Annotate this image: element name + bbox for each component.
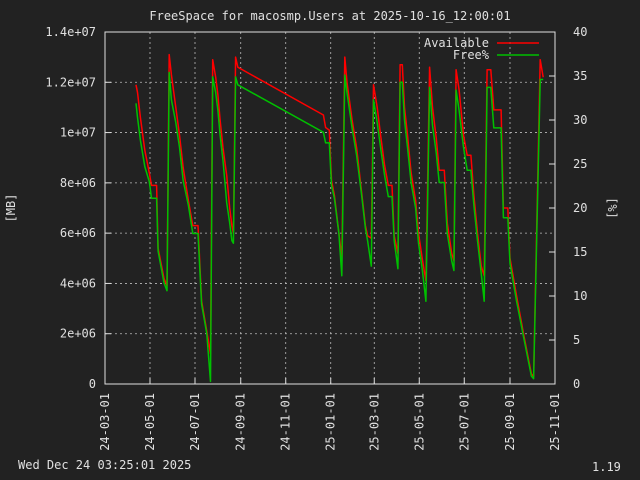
y-tick-label: 1e+07 bbox=[60, 126, 96, 140]
x-tick-label: 24-09-01 bbox=[234, 393, 248, 451]
y-tick-label: 1.2e+07 bbox=[45, 75, 96, 89]
y2-axis-label: [%] bbox=[605, 197, 619, 219]
x-tick-label: 24-03-01 bbox=[98, 393, 112, 451]
y2-tick-label: 35 bbox=[573, 69, 587, 83]
x-tick-label: 25-01-01 bbox=[324, 393, 338, 451]
y-tick-label: 6e+06 bbox=[60, 226, 96, 240]
y2-tick-label: 10 bbox=[573, 289, 587, 303]
footer-timestamp: Wed Dec 24 03:25:01 2025 bbox=[18, 458, 192, 472]
legend-label: Free% bbox=[453, 48, 490, 62]
y-tick-label: 8e+06 bbox=[60, 176, 96, 190]
y2-tick-label: 40 bbox=[573, 25, 587, 39]
y-axis-label: [MB] bbox=[4, 194, 18, 223]
x-tick-label: 24-11-01 bbox=[279, 393, 293, 451]
y-axis-left: 0 2e+06 4e+06 6e+06 8e+06 1e+07 1.2e+07 1.4e+07 bbox=[45, 25, 111, 391]
x-tick-label: 24-05-01 bbox=[143, 393, 157, 451]
x-tick-label: 25-03-01 bbox=[367, 393, 381, 451]
series-line-free bbox=[135, 71, 544, 383]
x-axis: 24-03-01 24-05-01 24-07-01 24-09-01 24-11-01… bbox=[98, 378, 562, 451]
y2-tick-label: 30 bbox=[573, 113, 587, 127]
legend-label: Available bbox=[424, 36, 489, 50]
y-tick-label: 4e+06 bbox=[60, 276, 96, 290]
y-tick-label: 2e+06 bbox=[60, 327, 96, 341]
x-tick-label: 25-05-01 bbox=[412, 393, 426, 451]
x-tick-label: 25-11-01 bbox=[548, 393, 562, 451]
y2-tick-label: 25 bbox=[573, 157, 587, 171]
y2-tick-label: 15 bbox=[573, 245, 587, 259]
x-tick-label: 25-07-01 bbox=[457, 393, 471, 451]
y-axis-right: 0 5 10 15 20 25 30 35 40 bbox=[549, 25, 587, 391]
y2-tick-label: 20 bbox=[573, 201, 587, 215]
plot-area bbox=[135, 53, 544, 383]
series-line-available bbox=[135, 53, 544, 378]
footer-version: 1.19 bbox=[592, 460, 621, 474]
chart-title: FreeSpace for macosmp.Users at 2025-10-1… bbox=[149, 9, 510, 23]
y-tick-label: 0 bbox=[89, 377, 96, 391]
x-tick-label: 24-07-01 bbox=[188, 393, 202, 451]
x-tick-label: 25-09-01 bbox=[503, 393, 517, 451]
y2-tick-label: 0 bbox=[573, 377, 580, 391]
y2-tick-label: 5 bbox=[573, 333, 580, 347]
y-tick-label: 1.4e+07 bbox=[45, 25, 96, 39]
